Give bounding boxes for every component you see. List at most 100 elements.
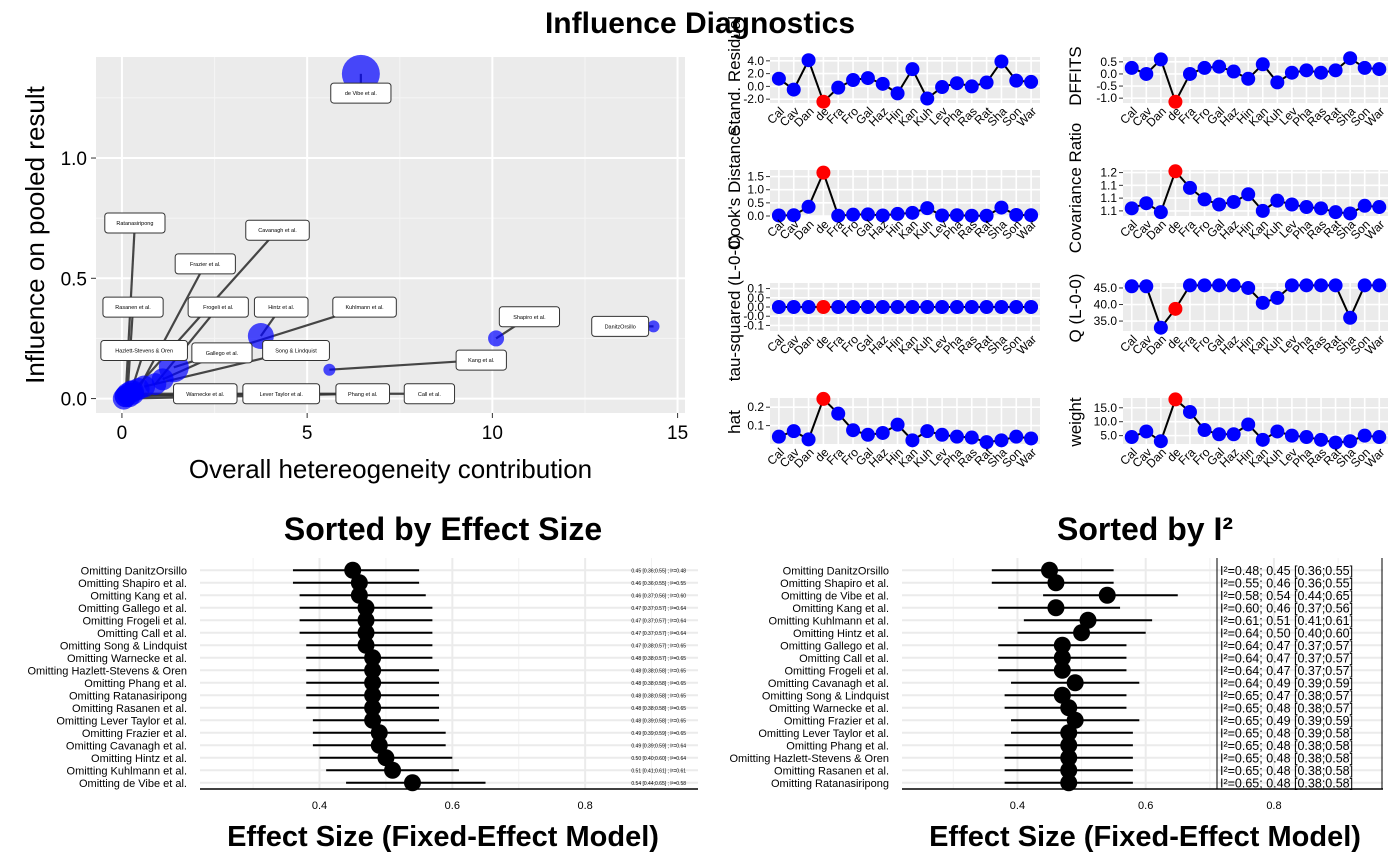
diag-point — [1197, 192, 1212, 207]
forest-row-label: Omitting Ratanasiripong — [69, 690, 187, 702]
forest-row-label: Omitting Warnecke et al. — [769, 703, 889, 715]
baujat-label-box — [191, 342, 253, 364]
forest-estimate-point — [1047, 574, 1065, 592]
diag-point — [1139, 196, 1154, 211]
diag-point — [846, 207, 861, 222]
forest-stat-label: I²=0.64; 0.50 [0.40;0.60] — [1220, 626, 1353, 640]
forest-stat-label: I²=0.65; 0.48 [0.39;0.58] — [1220, 726, 1353, 740]
forest-estimate-point — [357, 624, 375, 642]
diag-y-tick-label: 0.5 — [1100, 55, 1117, 69]
forest-stat-label: 0.47 [0.37;0.57] ; I²=0.64 — [631, 631, 686, 637]
forest-stat-label: I²=0.61; 0.51 [0.41;0.61] — [1220, 614, 1353, 628]
forest-estimate-point — [350, 574, 368, 592]
diag-point — [1139, 424, 1154, 439]
forest-stat-label: I²=0.65; 0.48 [0.38;0.58] — [1220, 764, 1353, 778]
forest-stat-label: I²=0.65; 0.48 [0.38;0.58] — [1220, 776, 1353, 790]
baujat-label: Hazlett-Stevens & Oren — [115, 348, 173, 354]
diag-y-tick-label: 0.0 — [747, 209, 764, 223]
forest-stat-label: I²=0.65; 0.48 [0.38;0.58] — [1220, 739, 1353, 753]
forest-stat-label: 0.47 [0.38;0.57] ; I²=0.65 — [631, 643, 686, 649]
forest-estimate-point — [350, 586, 368, 604]
baujat-label: Rasanen et al. — [115, 305, 151, 311]
forest-estimate-point — [364, 711, 382, 729]
diag-point — [1226, 64, 1241, 79]
forest-stat-label: 0.51 [0.41;0.61] ; I²=0.61 — [631, 768, 686, 774]
diag-point — [1212, 427, 1227, 442]
diag-point — [875, 425, 890, 440]
forest-x-tick-label: 0.4 — [1010, 800, 1025, 812]
diag-y-tick-label: 1.5 — [747, 170, 764, 184]
baujat-label-box — [104, 212, 166, 234]
diag-point — [1124, 60, 1139, 75]
baujat-x-tick-label: 0 — [117, 423, 128, 444]
forest-stat-label: I²=0.55; 0.46 [0.36;0.55] — [1220, 576, 1353, 590]
diag-point — [1153, 52, 1168, 67]
diag-y-tick-label: 1.1 — [1100, 204, 1117, 218]
baujat-label: Frogeli et al. — [203, 305, 234, 311]
diag-point — [1124, 201, 1139, 216]
diag-point — [831, 80, 846, 95]
forest-row-label: Omitting Cavanagh et al. — [66, 740, 187, 752]
diag-point — [920, 300, 935, 314]
diag-point — [1270, 193, 1285, 208]
forest-row-label: Omitting de Vibe et al. — [781, 590, 889, 602]
diag-point — [979, 208, 994, 223]
diag-point — [920, 201, 935, 216]
baujat-label: Kuhlmann et al. — [345, 305, 384, 311]
forest-stat-label: 0.48 [0.38;0.58] ; I²=0.65 — [631, 681, 686, 687]
diag-y-tick-label: 0.0 — [747, 291, 764, 305]
forest-stat-label: I²=0.64; 0.49 [0.39;0.59] — [1220, 676, 1353, 690]
diag-point — [875, 300, 890, 314]
forest-stat-label: 0.54 [0.44;0.65] ; I²=0.58 — [631, 781, 686, 787]
forest-row-label: Omitting Song & Lindquist — [762, 690, 889, 702]
diag-point — [875, 208, 890, 223]
diag-y-tick-label: -0.1 — [743, 318, 764, 332]
forest-estimate-point — [357, 611, 375, 629]
diag-point — [1153, 320, 1168, 335]
diag-point — [994, 300, 1009, 314]
forest-row-label: Omitting de Vibe et al. — [79, 778, 187, 790]
diag-point — [905, 205, 920, 220]
diag-point — [1357, 60, 1372, 75]
diag-y-tick-label: -1.0 — [1096, 91, 1117, 105]
diag-y-tick-label: -2.0 — [743, 92, 764, 106]
baujat-label: Shapiro et al. — [513, 315, 546, 321]
diag-point — [1024, 300, 1039, 314]
forest-row-label: Omitting Call et al. — [97, 628, 187, 640]
forest-stat-label: 0.48 [0.39;0.58] ; I²=0.65 — [631, 718, 686, 724]
baujat-x-axis-label: Overall hetereogeneity contribution — [189, 454, 592, 484]
diag-y-axis-label: Stand. Residual — [725, 16, 744, 136]
diag-point — [1328, 278, 1343, 293]
forest-row-label: Omitting Gallego et al. — [780, 640, 889, 652]
diag-point — [949, 429, 964, 444]
diagnostic-panel: 0.00.51.01.5CalCavDandeFraFroGalHazHinKa… — [725, 127, 1040, 249]
forest-stat-label: 0.48 [0.38;0.58] ; I²=0.65 — [631, 706, 686, 712]
diag-point — [1314, 432, 1329, 447]
baujat-connector — [137, 263, 207, 390]
diag-point — [1357, 198, 1372, 213]
forest-estimate-point — [364, 686, 382, 704]
diag-y-tick-label: 2.0 — [747, 67, 764, 81]
diag-point — [1168, 164, 1183, 179]
forest-sorted-by-i2: Sorted by I² Omitting DanitzOrsillo I²=0.4… — [729, 511, 1383, 853]
diag-y-axis-label: Q (L-0-0) — [1066, 274, 1085, 343]
diag-point — [1314, 278, 1329, 293]
forest-stat-label: I²=0.65; 0.48 [0.38;0.58] — [1220, 751, 1353, 765]
diag-point — [1255, 57, 1270, 72]
forest-estimate-point — [1066, 674, 1084, 692]
diag-point — [935, 80, 950, 95]
diag-panel-background — [1123, 283, 1388, 331]
diag-point — [1182, 404, 1197, 419]
baujat-point — [488, 330, 505, 347]
diag-point — [1226, 427, 1241, 442]
diag-y-tick-label: -0.0 — [743, 309, 764, 323]
forest-row-label: Omitting Hintz et al. — [91, 753, 187, 765]
diagnostic-panel: -2.00.02.04.0CalCavDandeFraFroGalHazHinK… — [725, 16, 1040, 136]
diag-y-tick-label: -0.5 — [1096, 79, 1117, 93]
diag-point — [1284, 278, 1299, 293]
diag-point — [846, 423, 861, 438]
forest-stat-label: I²=0.58; 0.54 [0.44;0.65] — [1220, 589, 1353, 603]
baujat-point — [323, 363, 336, 376]
diag-point — [994, 54, 1009, 69]
diag-point — [1024, 208, 1039, 223]
